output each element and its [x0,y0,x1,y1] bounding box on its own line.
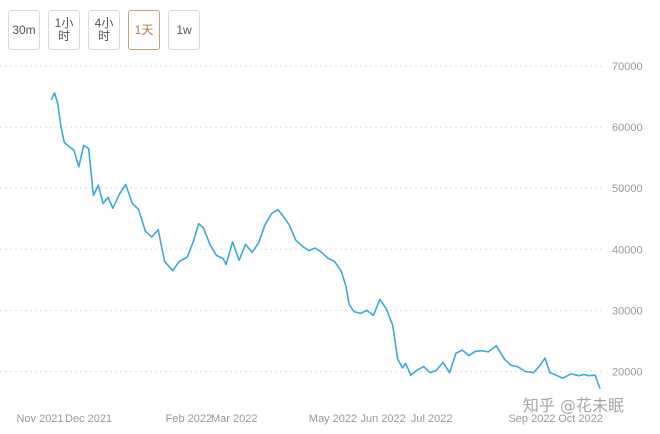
timeframe-1d-button[interactable]: 1天 [128,10,160,50]
timeframe-1h-button[interactable]: 1小时 [48,10,80,50]
price-series-line [50,92,601,389]
y-tick-label: 40000 [612,244,643,256]
timeframe-30m-label: 30m [12,22,36,37]
x-tick-label: Sep 2022 [508,413,555,425]
y-axis-ticks: 70000 60000 50000 40000 30000 20000 [612,61,643,378]
x-tick-label: May 2022 [309,413,357,425]
y-tick-label: 20000 [612,366,643,378]
timeframe-1h-label: 1小时 [54,16,74,43]
x-tick-label: Oct 2022 [558,413,603,425]
y-tick-label: 30000 [612,305,643,317]
timeframe-1w-button[interactable]: 1w [168,10,200,50]
y-tick-label: 50000 [612,183,643,195]
zhihu-watermark: 知乎 @花未眠 [522,396,624,415]
x-tick-label: Feb 2022 [166,413,212,425]
x-tick-label: Jun 2022 [360,413,405,425]
timeframe-4h-button[interactable]: 4小时 [88,10,120,50]
x-tick-label: Jul 2022 [411,413,453,425]
timeframe-4h-label: 4小时 [94,16,114,43]
timeframe-1w-label: 1w [176,22,192,37]
grid-lines [0,65,604,372]
y-tick-label: 60000 [612,122,643,134]
x-tick-label: Mar 2022 [211,413,257,425]
timeframe-1d-label: 1天 [134,22,154,37]
y-tick-label: 70000 [612,61,643,73]
timeframe-toolbar: 30m 1小时 4小时 1天 1w [8,10,200,50]
timeframe-30m-button[interactable]: 30m [8,10,40,50]
x-tick-label: Nov 2021 [16,413,63,425]
x-tick-label: Dec 2021 [65,413,112,425]
